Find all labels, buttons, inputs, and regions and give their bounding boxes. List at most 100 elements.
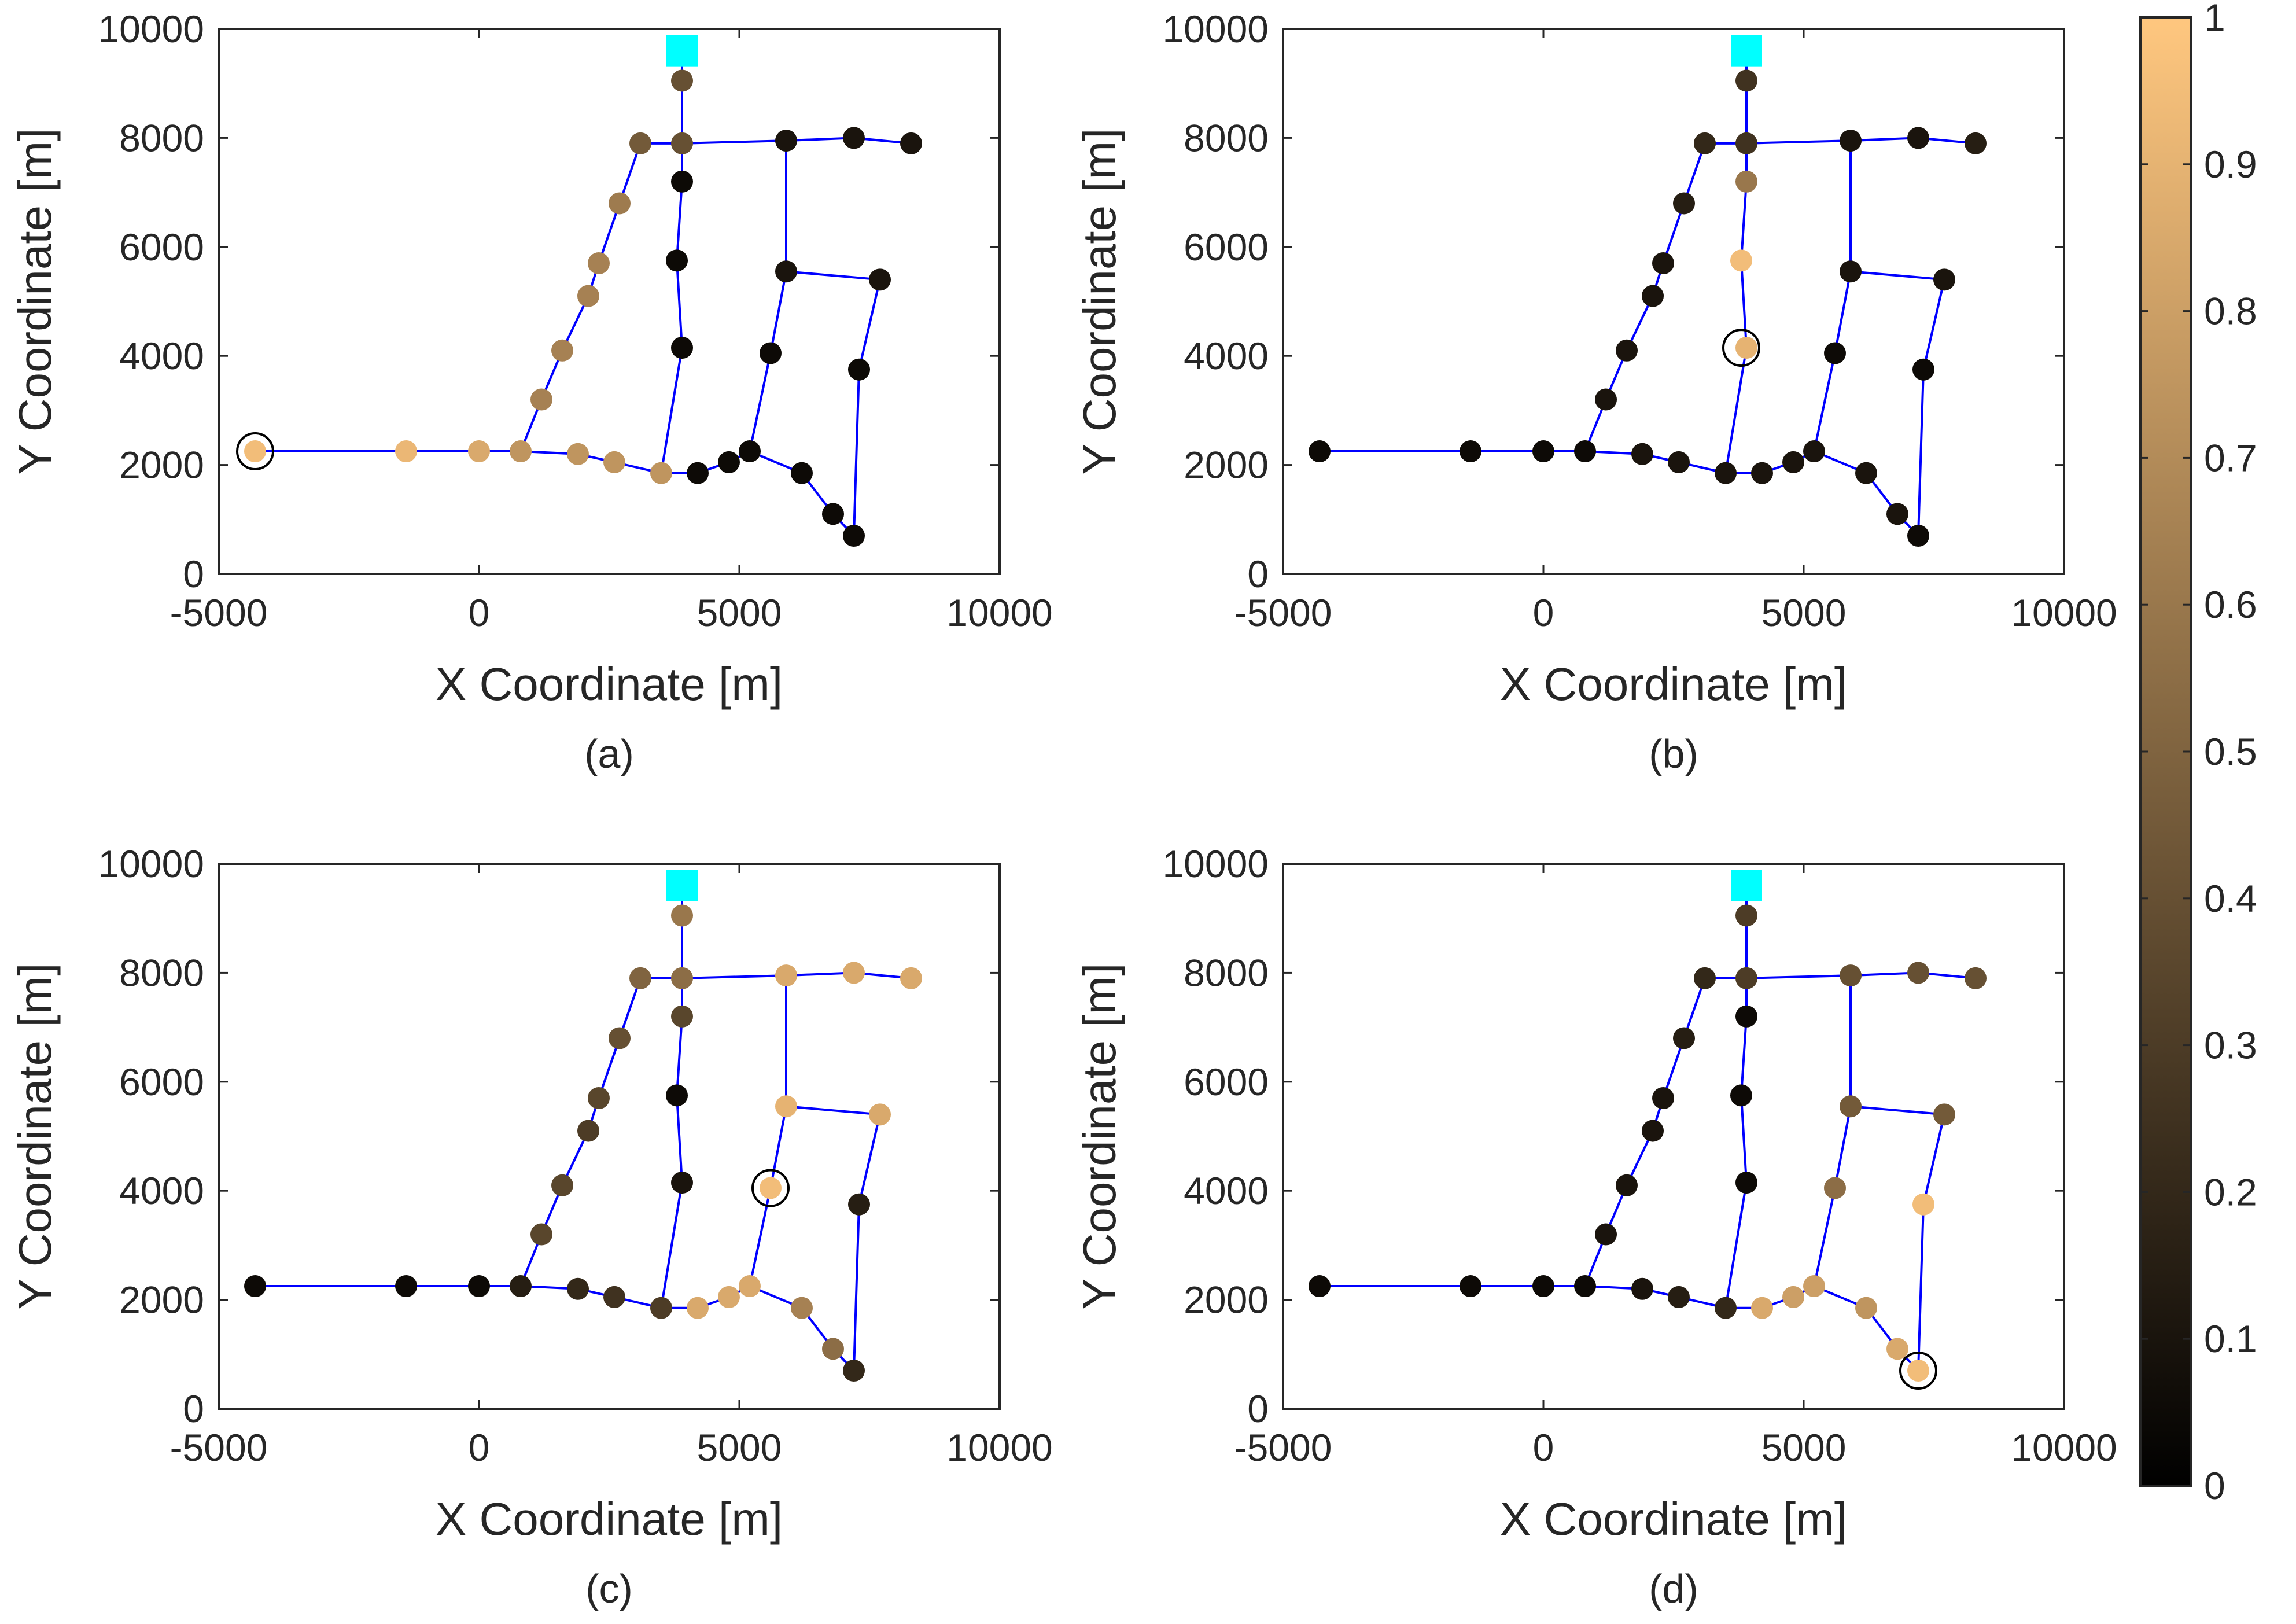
node-point [551, 339, 573, 362]
source-marker [1731, 870, 1762, 901]
node-point [1668, 451, 1690, 473]
node-point [1642, 1120, 1664, 1142]
node-point [718, 1286, 740, 1308]
node-point [650, 1297, 672, 1319]
network-edge [769, 1106, 787, 1188]
network-edge [676, 260, 683, 348]
node-point [843, 962, 865, 984]
x-tick-label: 0 [469, 591, 490, 634]
node-point [1574, 1275, 1596, 1298]
network-edge [858, 279, 881, 370]
network-edge [1834, 271, 1852, 353]
node-point [577, 285, 599, 307]
colorbar-tick-label: 1 [2204, 0, 2225, 39]
node-point [1824, 342, 1846, 364]
node-point [1715, 1297, 1737, 1319]
y-tick-label: 0 [183, 553, 204, 595]
y-tick-label: 0 [1247, 1387, 1269, 1430]
node-point [530, 1223, 552, 1246]
network-edge [1740, 1016, 1748, 1096]
network-edge [1850, 971, 1919, 977]
node-point [1735, 1005, 1757, 1028]
network-edge [1917, 369, 1925, 536]
node-point [1912, 1193, 1934, 1216]
node-point [567, 443, 589, 465]
y-axis-label: Y Coordinate [m] [9, 128, 61, 475]
node-point [1595, 388, 1617, 411]
node-point [687, 462, 709, 484]
network-edge [1724, 1182, 1748, 1309]
x-tick-label: -5000 [170, 1426, 268, 1469]
node-point [900, 132, 922, 154]
node-point [603, 451, 625, 473]
node-point [869, 1103, 891, 1126]
node-point [1735, 337, 1757, 359]
network-edge [676, 1095, 683, 1183]
x-tick-label: -5000 [170, 591, 268, 634]
colorbar-tick-label: 0.4 [2204, 877, 2257, 920]
y-tick-label: 0 [1247, 553, 1269, 595]
network-edge [1850, 270, 1945, 281]
node-point [1965, 132, 1987, 154]
y-tick-label: 4000 [1184, 334, 1269, 377]
network-edge [1740, 1095, 1748, 1183]
node-point [1735, 69, 1757, 92]
plot-area [1309, 35, 1987, 547]
network-edge [1740, 260, 1748, 348]
network-edge [1922, 279, 1945, 370]
network-edge [681, 974, 787, 979]
highlight-ring [236, 432, 274, 471]
network-edge [1850, 137, 1919, 142]
y-tick-label: 6000 [1184, 1060, 1269, 1103]
network-edge [749, 1188, 772, 1287]
node-point [609, 1027, 631, 1049]
node-point [718, 451, 740, 473]
node-point [671, 69, 693, 92]
y-tick-label: 4000 [1184, 1169, 1269, 1212]
node-point [1840, 260, 1862, 283]
node-point [671, 904, 693, 927]
panel-caption: (c) [585, 1566, 633, 1611]
y-tick-label: 8000 [119, 951, 204, 994]
node-point [1751, 1297, 1773, 1319]
y-tick-label: 0 [183, 1387, 204, 1430]
network-edge [660, 1182, 683, 1309]
network-edge [1813, 353, 1836, 452]
node-point [1855, 1297, 1877, 1319]
y-tick-label: 8000 [1184, 951, 1269, 994]
x-tick-label: 0 [1533, 1426, 1554, 1469]
node-point [775, 130, 797, 152]
y-tick-label: 2000 [1184, 444, 1269, 487]
axes-frame [218, 28, 1001, 575]
network-edge [853, 369, 860, 536]
network-edge [1917, 1204, 1925, 1371]
network-edge [853, 1204, 860, 1371]
node-point [1735, 904, 1757, 927]
node-point [1668, 1286, 1690, 1308]
axes-frame [1282, 28, 2065, 575]
x-tick-label: 5000 [697, 591, 782, 634]
x-axis-label: X Coordinate [m] [436, 1493, 783, 1545]
node-point [843, 1360, 865, 1382]
x-tick-label: 10000 [946, 591, 1053, 634]
network-edge [676, 1016, 683, 1096]
network-edge [1746, 974, 1851, 979]
node-point [1616, 339, 1638, 362]
node-point [760, 342, 782, 364]
node-point [843, 525, 865, 547]
node-point [1631, 443, 1653, 465]
axes-frame [1282, 863, 2065, 1410]
x-tick-label: 0 [1533, 591, 1554, 634]
node-point [775, 260, 797, 283]
node-point [1715, 462, 1737, 484]
node-point [577, 1120, 599, 1142]
colorbar: 0 0.1 0.2 0.3 0.4 0.5 0.6 0.7 0.8 0.9 1 [2139, 0, 2257, 1507]
colorbar-tick-label: 0.1 [2204, 1317, 2257, 1360]
panel-caption: (d) [1649, 1566, 1698, 1611]
y-tick-label: 6000 [119, 226, 204, 268]
panel-caption: (a) [584, 731, 634, 776]
network-edge [681, 139, 787, 145]
x-tick-label: 5000 [1761, 1426, 1847, 1469]
